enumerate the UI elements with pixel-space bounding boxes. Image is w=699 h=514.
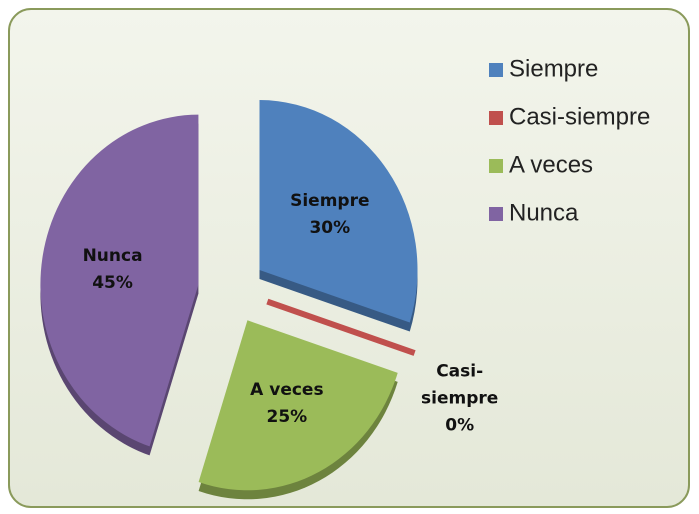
data-label-text: 25% [266, 406, 308, 427]
legend-swatch [489, 63, 503, 77]
data-label-text: 45% [92, 273, 133, 294]
data-label: Siempre 30% [285, 188, 375, 242]
data-label-text: 0% [445, 415, 475, 436]
pie-slice [198, 320, 398, 491]
legend-label: Casi-siempre [509, 103, 650, 130]
data-label: Nunca 45% [68, 243, 158, 297]
legend-swatch [489, 159, 503, 173]
legend-swatch [489, 111, 503, 125]
data-label-text: A veces [250, 379, 324, 400]
data-label: Casi-siempre 0% [420, 358, 500, 439]
pie-slice [40, 114, 199, 447]
legend-label: A veces [509, 151, 593, 178]
data-label-text: 30% [309, 218, 351, 239]
pie-slice [266, 298, 416, 356]
legend: Siempre Casi-siempre A veces Nunca [489, 55, 650, 226]
data-label-text: Nunca [82, 246, 143, 267]
data-label: A veces 25% [242, 377, 332, 431]
pie-slice [259, 100, 418, 323]
legend-swatch [489, 207, 503, 221]
pie [40, 100, 418, 500]
data-label-text: Siempre [290, 191, 370, 212]
legend-label: Siempre [509, 55, 598, 82]
data-label-text: Casi-siempre [421, 361, 499, 409]
legend-label: Nunca [509, 199, 579, 226]
